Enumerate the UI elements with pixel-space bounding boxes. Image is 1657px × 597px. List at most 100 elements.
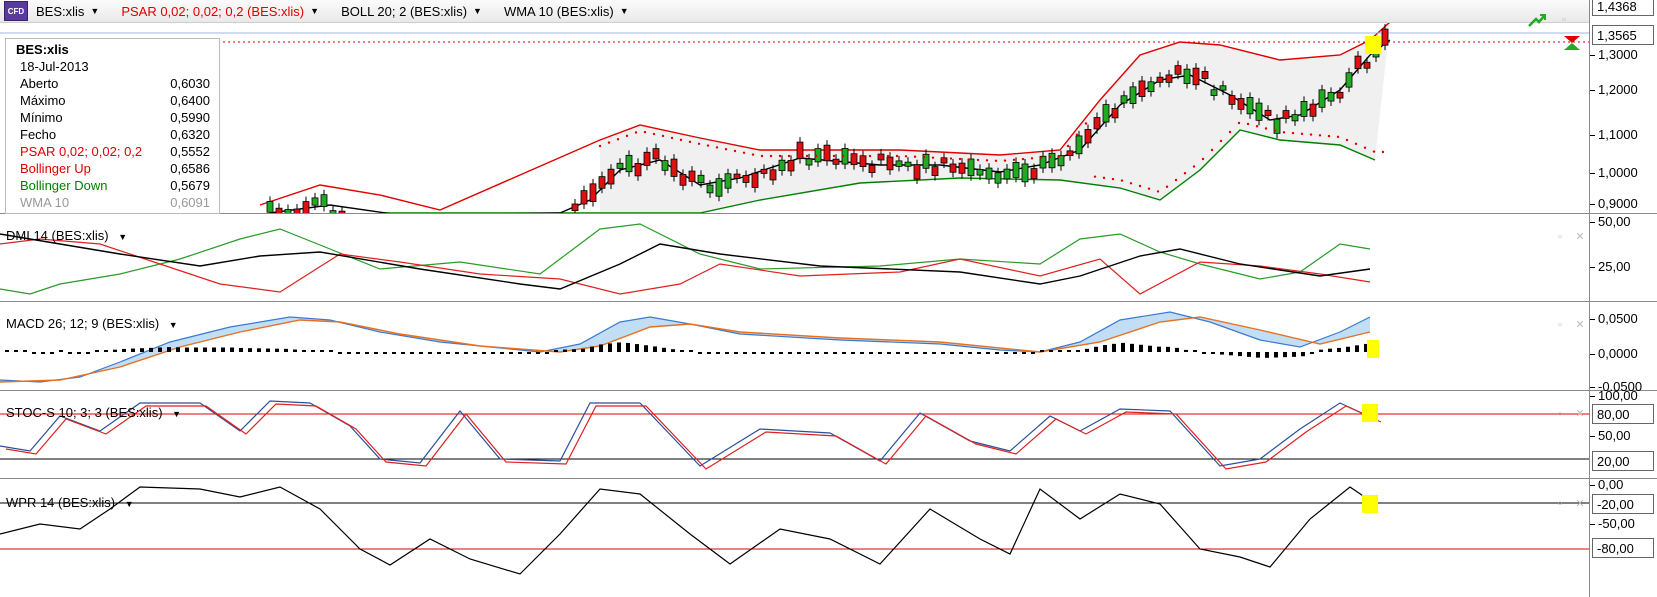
chevron-down-icon[interactable]: ▼ (619, 6, 629, 16)
macd-label[interactable]: MACD 26; 12; 9 (BES:xlis) ▼ (6, 316, 178, 331)
candle-body (589, 183, 597, 203)
chevron-down-icon[interactable]: ▼ (90, 6, 100, 16)
histogram-bar (203, 347, 207, 352)
symbol-selector[interactable]: BES:xlis ▼ (36, 4, 99, 19)
zoom-fit-icon[interactable] (1562, 34, 1582, 52)
psar-dot (823, 154, 827, 158)
histogram-bar (14, 350, 18, 352)
macd-tick: 0,0500 (1590, 311, 1638, 326)
info-value: 0,6586 (170, 161, 210, 176)
wpr-axis[interactable]: 0,00 -20,00 -50,00 -80,00 (1589, 477, 1657, 597)
histogram-bar (401, 352, 405, 354)
candle-body (1318, 89, 1326, 108)
histogram-bar (689, 350, 693, 352)
histogram-bar (1004, 352, 1008, 354)
psar-dot (1264, 127, 1268, 130)
stoch-chart[interactable] (0, 391, 1589, 478)
histogram-bar (1229, 352, 1233, 356)
close-icon[interactable]: ✕ (1575, 231, 1585, 243)
histogram-bar (923, 352, 927, 354)
histogram-bar (149, 347, 153, 352)
dmi-chart[interactable] (0, 214, 1589, 301)
psar-dot (769, 154, 773, 158)
price-pane[interactable]: CFD BES:xlis ▼ PSAR 0,02; 0,02; 0,2 (BES… (0, 0, 1589, 214)
stoch-label[interactable]: STOC-S 10; 3; 3 (BES:xlis) ▼ (6, 405, 181, 420)
candle-body (796, 141, 804, 160)
candle-body (571, 203, 579, 212)
wpr-chart[interactable] (0, 479, 1589, 597)
candle-body (913, 164, 921, 180)
histogram-bar (617, 342, 621, 352)
psar-dot (706, 144, 710, 147)
stoch-20-box: 20,00 (1592, 451, 1654, 471)
dmi-label[interactable]: DMI 14 (BES:xlis) ▼ (6, 228, 127, 243)
price-axis[interactable]: 1,4368 1,3565 1,3000 1,2000 1,1000 1,000… (1589, 0, 1657, 214)
chevron-down-icon[interactable]: ▼ (172, 409, 182, 419)
macd-pane[interactable]: MACD 26; 12; 9 (BES:xlis) ▼ ▫ ✕ (0, 302, 1589, 391)
histogram-bar (212, 347, 216, 352)
candle-body (1102, 104, 1110, 123)
maximize-icon[interactable]: ▫ (1558, 231, 1562, 243)
indicator-wma[interactable]: WMA 10 (BES:xlis) ▼ (504, 4, 629, 19)
maximize-icon[interactable]: ▫ (1558, 319, 1562, 331)
candle-body (832, 158, 840, 165)
indicator-psar[interactable]: PSAR 0,02; 0,02; 0,2 (BES:xlis) ▼ (121, 4, 319, 19)
candle-body (1363, 61, 1371, 69)
indicator-boll[interactable]: BOLL 20; 2 (BES:xlis) ▼ (341, 4, 482, 19)
candle-body (1327, 91, 1335, 102)
close-icon[interactable]: ✕ (1575, 408, 1585, 420)
price-chart[interactable] (0, 0, 1589, 213)
candle-body (302, 201, 310, 213)
candle-body (1183, 68, 1191, 84)
candle-body (904, 161, 912, 167)
macd-tick: -0,0500 (1589, 379, 1643, 394)
histogram-bar (1112, 343, 1116, 352)
close-icon[interactable]: ✕ (1575, 498, 1585, 510)
psar-dot (733, 149, 737, 153)
chevron-down-icon[interactable]: ▼ (473, 6, 482, 16)
chevron-down-icon[interactable]: ▼ (310, 6, 320, 16)
stoch-tick: 100,00 (1590, 388, 1638, 403)
candle-body (643, 151, 651, 166)
histogram-bar (176, 347, 180, 352)
candle-body (688, 170, 696, 182)
candle-body (787, 160, 795, 172)
candle-body (266, 201, 274, 213)
wpr-pane[interactable]: WPR 14 (BES:xlis) ▼ ▫ ✕ (0, 479, 1589, 597)
macd-axis[interactable]: 0,0500 0,0000 -0,0500 (1589, 302, 1657, 394)
trend-up-icon[interactable] (1527, 12, 1547, 28)
close-icon[interactable]: ✕ (1575, 319, 1585, 331)
stoch-axis[interactable]: 100,00 80,00 50,00 20,00 (1589, 388, 1657, 479)
candle-body (616, 162, 624, 169)
candle-body (1336, 91, 1344, 99)
stoch-pane[interactable]: STOC-S 10; 3; 3 (BES:xlis) ▼ ▫ ✕ (0, 391, 1589, 479)
histogram-bar (1238, 352, 1242, 357)
stoch-d-line (5, 403, 1382, 470)
psar-dot (607, 141, 611, 144)
chevron-down-icon[interactable]: ▼ (124, 499, 134, 509)
chevron-down-icon[interactable]: ▼ (118, 232, 128, 242)
info-date: 18-Jul-2013 (20, 59, 89, 74)
histogram-bar (356, 352, 360, 354)
stoch-80-box: 80,00 (1592, 404, 1654, 424)
dmi-axis[interactable]: 50,00 25,00 (1589, 214, 1657, 302)
psar-dot (985, 159, 989, 162)
psar-dot (742, 151, 746, 154)
psar-dot (1291, 131, 1295, 135)
psar-dot (1192, 165, 1196, 168)
maximize-icon[interactable]: ▫ (1562, 14, 1566, 26)
chevron-down-icon[interactable]: ▼ (168, 320, 178, 330)
dmi-pane[interactable]: DMI 14 (BES:xlis) ▼ ▫ ✕ (0, 214, 1589, 302)
info-row-high: Máximo 0,6400 (20, 93, 210, 110)
maximize-icon[interactable]: ▫ (1558, 408, 1562, 420)
psar-dot (1336, 135, 1340, 139)
macd-chart[interactable] (0, 302, 1589, 390)
candle-body (724, 173, 732, 189)
psar-dot (616, 138, 620, 141)
candle-body (275, 207, 283, 213)
psar-dot (967, 158, 971, 161)
candle-body (1282, 110, 1290, 119)
maximize-icon[interactable]: ▫ (1558, 498, 1562, 510)
histogram-bar (1184, 349, 1188, 352)
wpr-label[interactable]: WPR 14 (BES:xlis) ▼ (6, 495, 134, 510)
